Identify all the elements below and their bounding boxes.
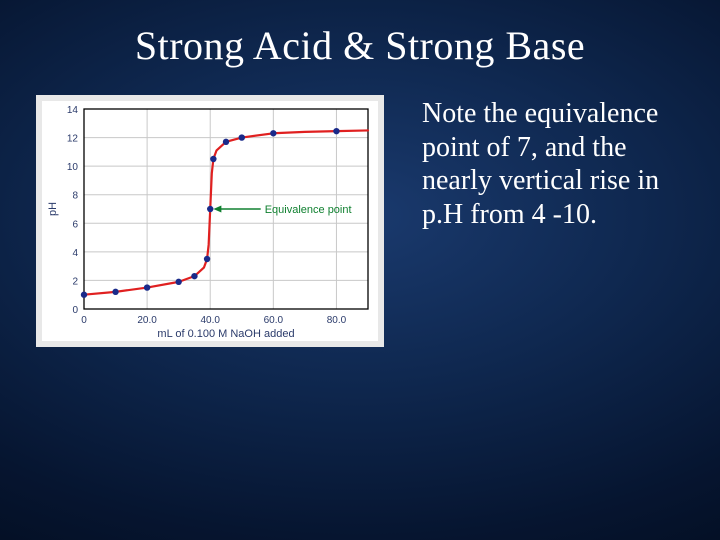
svg-text:60.0: 60.0 — [264, 315, 284, 326]
slide-root: Strong Acid & Strong Base 0 20.0 40.0 60.0 8… — [0, 0, 720, 540]
svg-text:0: 0 — [72, 305, 78, 316]
svg-text:0: 0 — [81, 315, 87, 326]
svg-text:14: 14 — [67, 105, 79, 116]
svg-text:8: 8 — [72, 191, 78, 202]
slide-title: Strong Acid & Strong Base — [0, 0, 720, 69]
chart-inner: 0 20.0 40.0 60.0 80.0 0 2 4 6 8 10 12 14 mL of 0.100 … — [42, 101, 378, 341]
titration-chart: 0 20.0 40.0 60.0 80.0 0 2 4 6 8 10 12 14 mL of 0.100 … — [36, 95, 384, 347]
svg-text:mL of 0.100 M NaOH added: mL of 0.100 M NaOH added — [157, 328, 294, 340]
svg-text:4: 4 — [72, 248, 78, 259]
svg-text:40.0: 40.0 — [200, 315, 220, 326]
svg-text:12: 12 — [67, 134, 79, 145]
note-text: Note the equivalence point of 7, and the… — [422, 95, 682, 231]
svg-text:80.0: 80.0 — [327, 315, 347, 326]
content-row: 0 20.0 40.0 60.0 80.0 0 2 4 6 8 10 12 14 mL of 0.100 … — [0, 95, 720, 347]
svg-text:6: 6 — [72, 219, 78, 230]
svg-text:2: 2 — [72, 276, 78, 287]
svg-text:20.0: 20.0 — [137, 315, 157, 326]
svg-text:pH: pH — [47, 202, 59, 216]
chart-svg: 0 20.0 40.0 60.0 80.0 0 2 4 6 8 10 12 14 mL of 0.100 … — [42, 101, 378, 341]
svg-text:Equivalence point: Equivalence point — [265, 204, 352, 216]
svg-text:10: 10 — [67, 162, 79, 173]
